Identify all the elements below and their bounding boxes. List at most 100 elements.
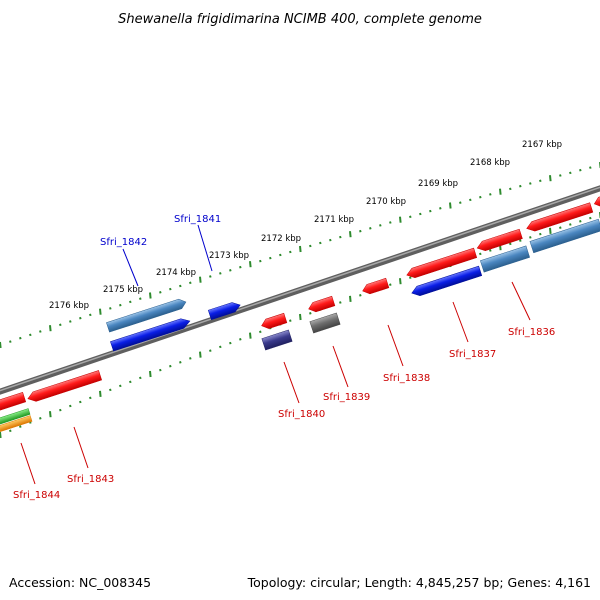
- outer-scale-minor-tick: [39, 330, 42, 333]
- outer-scale-minor-tick: [129, 300, 132, 304]
- outer-scale-major-tick: [99, 308, 102, 315]
- scale-label: 2168 kbp: [470, 158, 510, 168]
- outer-scale-minor-tick: [79, 316, 82, 320]
- outer-scale-minor-tick: [439, 207, 442, 210]
- gene-arrow-sfri-1838[interactable]: [361, 277, 390, 296]
- inner-scale-minor-tick: [219, 345, 222, 349]
- outer-scale-minor-tick: [529, 182, 532, 185]
- outer-scale-minor-tick: [69, 320, 72, 323]
- gene-arrow-sfri-1837[interactable]: [410, 265, 483, 298]
- gene-arrow-right-steel[interactable]: [529, 218, 600, 254]
- outer-scale-minor-tick: [419, 212, 422, 216]
- outer-scale-minor-tick: [319, 241, 322, 245]
- outer-scale-major-tick: [299, 245, 302, 253]
- inner-scale-minor-tick: [69, 404, 72, 408]
- inner-scale-minor-tick: [529, 236, 532, 239]
- gene-arrow-right-red[interactable]: [525, 202, 594, 234]
- outer-scale-major-tick: [549, 175, 552, 182]
- outer-scale-major-tick: [0, 341, 2, 349]
- gene-arrow-sfri-1840-red[interactable]: [260, 312, 288, 330]
- inner-scale-minor-tick: [409, 276, 412, 279]
- gene-arrow-sfri-1841[interactable]: [207, 300, 242, 321]
- scale-label: 2176 kbp: [49, 301, 89, 311]
- gene-arrow-sfri-1844-orange[interactable]: [0, 415, 33, 433]
- scale-label: 2169 kbp: [418, 179, 458, 189]
- inner-scale-minor-tick: [519, 239, 522, 242]
- outer-scale-major-tick: [399, 216, 402, 223]
- leader-sfri-1841: [197, 224, 213, 272]
- outer-scale-minor-tick: [589, 166, 592, 169]
- outer-scale-minor-tick: [469, 198, 472, 202]
- leader-sfri-1838: [387, 324, 404, 367]
- gene-arrow-sfri-1842-outer[interactable]: [106, 297, 187, 333]
- gene-label-sfri-1843[interactable]: Sfri_1843: [67, 474, 114, 485]
- outer-scale-minor-tick: [489, 193, 492, 196]
- gene-arrow-sfri-1840[interactable]: [261, 329, 293, 351]
- gene-label-sfri-1841[interactable]: Sfri_1841: [174, 214, 221, 225]
- gene-arrow-sfri-1839[interactable]: [309, 312, 341, 334]
- inner-scale-minor-tick: [579, 220, 582, 223]
- inner-scale-major-tick: [99, 390, 102, 397]
- gene-arrow-sfri-1837-red[interactable]: [405, 247, 478, 280]
- genome-backbone-highlight: [0, 186, 600, 392]
- inner-scale-minor-tick: [489, 249, 492, 252]
- inner-scale-minor-tick: [289, 319, 292, 322]
- inner-scale-minor-tick: [259, 330, 262, 334]
- inner-scale-minor-tick: [309, 312, 312, 315]
- outer-scale-major-tick: [449, 202, 452, 209]
- outer-scale-minor-tick: [379, 224, 382, 227]
- gene-label-sfri-1839[interactable]: Sfri_1839: [323, 392, 370, 403]
- outer-scale-minor-tick: [559, 174, 562, 177]
- gene-labels: Sfri_1841 Sfri_1842 Sfri_1836 Sfri_1837 …: [13, 214, 555, 501]
- outer-scale-minor-tick: [509, 187, 512, 191]
- inner-scale-minor-tick: [109, 388, 112, 392]
- inner-scale-minor-tick: [389, 283, 392, 286]
- outer-scale-major-tick: [499, 188, 502, 195]
- inner-scale-minor-tick: [229, 341, 232, 345]
- inner-scale-minor-tick: [569, 223, 572, 226]
- outer-scale-minor-tick: [109, 307, 112, 310]
- inner-scale-major-tick: [0, 431, 2, 439]
- gene-arrow-right-edge-red[interactable]: [593, 193, 600, 208]
- outer-scale-minor-tick: [569, 171, 572, 175]
- inner-scale-minor-tick: [159, 368, 162, 372]
- accession-text: Accession: NC_008345: [9, 575, 151, 590]
- inner-scale-minor-tick: [559, 226, 562, 229]
- outer-scale-minor-tick: [169, 287, 172, 291]
- inner-scale-minor-tick: [359, 294, 362, 297]
- inner-scale-minor-tick: [589, 216, 592, 220]
- gene-arrow-sfri-1836-red[interactable]: [476, 228, 523, 253]
- outer-scale-major-tick: [349, 231, 352, 238]
- outer-scale-minor-tick: [339, 235, 342, 239]
- gene-arrow-sfri-1844-red[interactable]: [0, 391, 27, 413]
- inner-scale-major-tick: [299, 313, 302, 321]
- gene-label-sfri-1844[interactable]: Sfri_1844: [13, 490, 60, 501]
- gene-arrow-sfri-1842[interactable]: [110, 316, 191, 352]
- outer-scale-major-tick: [199, 276, 202, 283]
- gene-label-sfri-1837[interactable]: Sfri_1837: [449, 349, 496, 360]
- gene-label-sfri-1842[interactable]: Sfri_1842: [100, 237, 147, 248]
- gene-arrow-sfri-1839-red[interactable]: [307, 295, 336, 314]
- outer-scale-minor-tick: [409, 215, 412, 219]
- inner-scale-minor-tick: [39, 417, 42, 420]
- outer-scale-minor-tick: [139, 297, 142, 300]
- scale-labels: 2167 kbp 2168 kbp 2169 kbp 2170 kbp 2171…: [49, 140, 562, 311]
- outer-tick-track: [0, 162, 600, 349]
- gene-arrow-sfri-1844-green[interactable]: [0, 408, 31, 426]
- inner-scale-minor-tick: [119, 384, 122, 388]
- gene-label-sfri-1840[interactable]: Sfri_1840: [278, 409, 325, 420]
- gene-label-sfri-1836[interactable]: Sfri_1836: [508, 327, 555, 338]
- outer-scale-minor-tick: [9, 340, 12, 343]
- inner-scale-minor-tick: [19, 425, 22, 428]
- gene-arrow-sfri-1843[interactable]: [26, 370, 103, 404]
- outer-scale-minor-tick: [279, 253, 282, 257]
- inner-scale-major-tick: [249, 332, 252, 339]
- outer-scale-minor-tick: [229, 269, 232, 272]
- gene-arrow-sfri-1836[interactable]: [480, 245, 530, 273]
- leader-sfri-1839: [332, 345, 349, 388]
- genome-summary-text: Topology: circular; Length: 4,845,257 bp…: [247, 575, 591, 590]
- inner-scale-minor-tick: [59, 408, 62, 412]
- gene-label-sfri-1838[interactable]: Sfri_1838: [383, 373, 430, 384]
